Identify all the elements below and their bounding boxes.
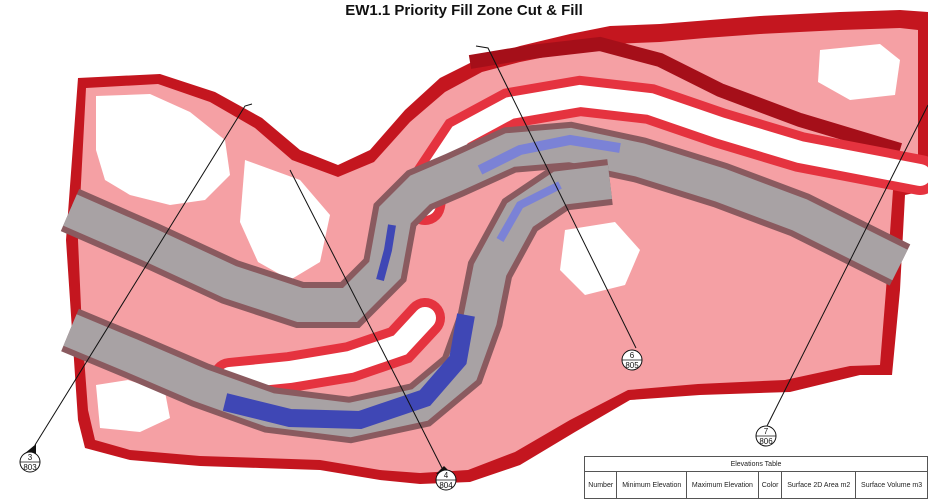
section-sheet: 803 xyxy=(23,463,37,472)
section-line xyxy=(289,169,444,471)
section-sheet: 806 xyxy=(759,437,773,446)
no-change-area xyxy=(96,94,230,205)
section-number: 7 xyxy=(764,427,769,436)
elevations-table: Elevations Table Number Minimum Elevatio… xyxy=(583,456,928,499)
section-marker: 6 805 xyxy=(621,349,643,371)
col-header-number: Number xyxy=(583,471,618,499)
col-header-max-elevation: Maximum Elevation xyxy=(686,471,759,499)
no-change-area xyxy=(818,44,900,100)
section-number: 3 xyxy=(28,453,33,462)
section-sheet: 804 xyxy=(439,481,453,490)
col-header-area: Surface 2D Area m2 xyxy=(781,471,857,499)
fill-zone-blue xyxy=(477,134,621,175)
section-number: 4 xyxy=(444,471,449,480)
cut-band-dark xyxy=(468,36,903,157)
map-title: EW1.1 Priority Fill Zone Cut & Fill xyxy=(345,2,583,19)
section-number: 6 xyxy=(630,351,635,360)
road-upper xyxy=(63,127,908,322)
channel-lower xyxy=(219,307,436,389)
fill-zone-blue xyxy=(222,313,475,430)
section-marker: 7 806 xyxy=(755,425,777,447)
elevations-table-title: Elevations Table xyxy=(584,456,928,472)
no-change-area xyxy=(240,160,330,280)
section-line xyxy=(765,104,928,429)
section-line xyxy=(34,103,253,446)
section-marker: 3 803 xyxy=(19,444,41,473)
fill-zone-blue xyxy=(496,181,562,242)
col-header-color: Color xyxy=(757,471,783,499)
fill-zone-blue xyxy=(376,224,396,282)
section-sheet: 805 xyxy=(625,361,639,370)
no-change-area xyxy=(560,222,640,295)
section-marker: 4 804 xyxy=(435,466,457,491)
col-header-min-elevation: Minimum Elevation xyxy=(616,471,688,499)
col-header-volume: Surface Volume m3 xyxy=(855,471,928,499)
no-change-area xyxy=(96,380,170,432)
section-line xyxy=(475,45,637,349)
